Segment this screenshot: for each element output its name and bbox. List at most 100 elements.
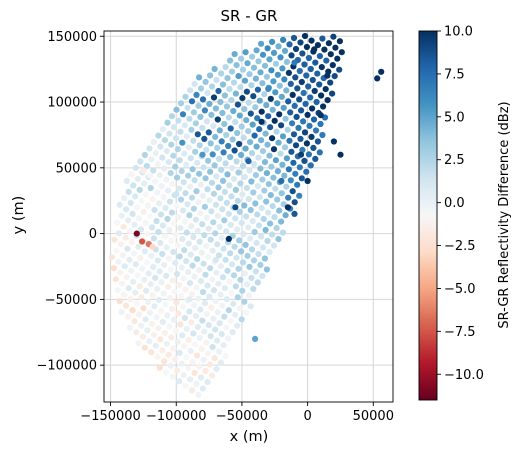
data-point <box>127 199 134 206</box>
data-point <box>221 92 228 99</box>
data-point <box>221 188 228 195</box>
data-point <box>234 129 241 137</box>
data-point <box>215 87 222 95</box>
data-point <box>197 181 205 188</box>
data-point <box>137 322 145 329</box>
data-point <box>172 163 179 170</box>
data-point <box>154 285 161 292</box>
data-point <box>200 260 207 267</box>
data-point <box>208 83 216 90</box>
data-point <box>238 316 245 323</box>
data-point <box>248 246 256 253</box>
data-point <box>171 288 178 295</box>
data-point <box>248 150 256 157</box>
data-point <box>270 174 277 181</box>
data-point <box>293 113 300 120</box>
data-point <box>258 205 265 212</box>
data-point <box>174 367 181 374</box>
data-point <box>143 191 150 198</box>
data-point <box>196 267 203 274</box>
data-point <box>198 345 205 353</box>
data-point <box>210 219 217 226</box>
data-point <box>197 306 204 313</box>
data-point <box>203 118 210 125</box>
data-point <box>181 343 188 350</box>
y-tick-label: −100000 <box>36 359 97 374</box>
data-point <box>139 333 146 340</box>
data-point <box>258 137 265 144</box>
data-point <box>117 241 125 248</box>
data-point <box>248 178 255 185</box>
data-point <box>176 378 183 385</box>
data-point <box>253 239 260 247</box>
data-point <box>277 150 284 157</box>
data-point <box>204 186 211 193</box>
data-point <box>227 57 234 64</box>
data-point <box>216 155 223 162</box>
data-point <box>195 391 202 398</box>
data-point <box>163 176 170 183</box>
data-point <box>243 213 250 220</box>
data-point <box>296 192 303 199</box>
data-point <box>155 296 163 303</box>
colorbar-tick-label: −10.0 <box>444 368 484 383</box>
data-point <box>239 259 247 266</box>
data-point <box>161 329 168 336</box>
data-point <box>254 115 261 122</box>
data-point <box>188 126 195 133</box>
data-point <box>289 188 296 195</box>
data-point <box>178 168 185 175</box>
data-point <box>116 201 123 208</box>
data-point <box>313 98 320 106</box>
data-point <box>270 146 278 153</box>
data-point <box>118 212 125 219</box>
points <box>108 32 385 398</box>
data-point <box>137 254 144 261</box>
data-point <box>135 340 142 347</box>
data-point <box>259 51 267 58</box>
data-point <box>170 124 177 131</box>
data-point <box>210 122 217 129</box>
data-point <box>250 285 257 292</box>
data-point <box>233 254 240 261</box>
data-point <box>152 342 159 349</box>
data-point <box>231 147 238 154</box>
data-point <box>210 315 217 322</box>
data-point <box>308 37 315 44</box>
data-point <box>216 127 223 134</box>
data-point <box>214 309 221 316</box>
data-point <box>199 289 207 296</box>
data-point <box>206 100 213 107</box>
colorbar-tick-label: −7.5 <box>444 325 476 340</box>
data-point <box>225 235 232 242</box>
data-point <box>190 137 197 144</box>
data-point <box>170 345 177 352</box>
data-point <box>141 180 148 187</box>
data-point <box>208 304 215 311</box>
data-point <box>222 353 229 360</box>
data-point <box>263 266 270 273</box>
data-point <box>244 252 251 259</box>
data-point <box>157 307 165 314</box>
data-point <box>186 296 193 303</box>
data-point <box>121 291 128 298</box>
data-point <box>182 93 189 100</box>
data-point <box>329 62 336 69</box>
data-point <box>291 199 298 206</box>
data-point <box>278 93 285 100</box>
data-point <box>207 72 214 79</box>
data-point <box>267 124 274 131</box>
data-point <box>233 158 240 165</box>
data-point <box>214 116 221 123</box>
data-point <box>200 164 207 171</box>
data-point <box>284 126 291 133</box>
data-point <box>232 311 239 318</box>
data-point <box>163 244 170 251</box>
data-point <box>158 183 165 190</box>
data-point <box>265 85 272 92</box>
data-point <box>135 243 142 250</box>
data-point <box>207 168 214 175</box>
data-point <box>272 185 279 192</box>
data-point <box>284 204 291 211</box>
